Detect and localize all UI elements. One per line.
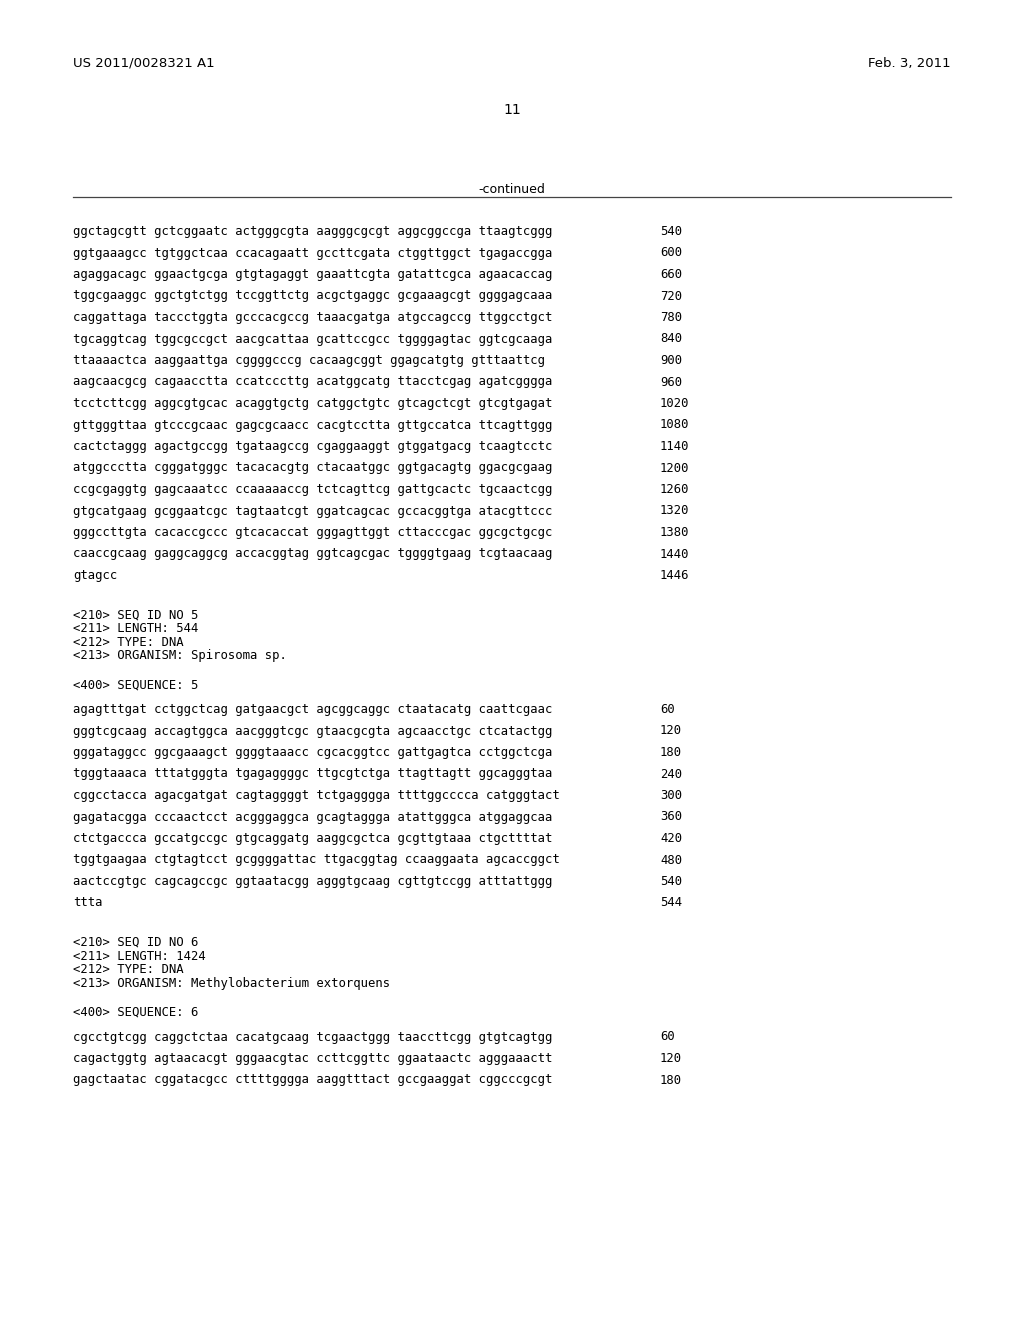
Text: ttaaaactca aaggaattga cggggcccg cacaagcggt ggagcatgtg gtttaattcg: ttaaaactca aaggaattga cggggcccg cacaagcg… [73, 354, 545, 367]
Text: 420: 420 [660, 832, 682, 845]
Text: 1446: 1446 [660, 569, 689, 582]
Text: 540: 540 [660, 875, 682, 888]
Text: gtgcatgaag gcggaatcgc tagtaatcgt ggatcagcac gccacggtga atacgttccc: gtgcatgaag gcggaatcgc tagtaatcgt ggatcag… [73, 504, 552, 517]
Text: 600: 600 [660, 247, 682, 260]
Text: cactctaggg agactgccgg tgataagccg cgaggaaggt gtggatgacg tcaagtcctc: cactctaggg agactgccgg tgataagccg cgaggaa… [73, 440, 552, 453]
Text: 544: 544 [660, 896, 682, 909]
Text: tgcaggtcag tggcgccgct aacgcattaa gcattccgcc tggggagtac ggtcgcaaga: tgcaggtcag tggcgccgct aacgcattaa gcattcc… [73, 333, 552, 346]
Text: cagactggtg agtaacacgt gggaacgtac ccttcggttc ggaataactc agggaaactt: cagactggtg agtaacacgt gggaacgtac ccttcgg… [73, 1052, 552, 1065]
Text: 120: 120 [660, 1052, 682, 1065]
Text: US 2011/0028321 A1: US 2011/0028321 A1 [73, 57, 215, 70]
Text: tggtgaagaa ctgtagtcct gcggggattac ttgacggtag ccaaggaata agcaccggct: tggtgaagaa ctgtagtcct gcggggattac ttgacg… [73, 854, 560, 866]
Text: 300: 300 [660, 789, 682, 803]
Text: <213> ORGANISM: Spirosoma sp.: <213> ORGANISM: Spirosoma sp. [73, 649, 287, 663]
Text: ggtgaaagcc tgtggctcaa ccacagaatt gccttcgata ctggttggct tgagaccgga: ggtgaaagcc tgtggctcaa ccacagaatt gccttcg… [73, 247, 552, 260]
Text: 720: 720 [660, 289, 682, 302]
Text: 360: 360 [660, 810, 682, 824]
Text: 180: 180 [660, 746, 682, 759]
Text: <400> SEQUENCE: 6: <400> SEQUENCE: 6 [73, 1006, 199, 1019]
Text: 1440: 1440 [660, 548, 689, 561]
Text: <211> LENGTH: 544: <211> LENGTH: 544 [73, 622, 199, 635]
Text: 180: 180 [660, 1073, 682, 1086]
Text: <212> TYPE: DNA: <212> TYPE: DNA [73, 964, 183, 975]
Text: <211> LENGTH: 1424: <211> LENGTH: 1424 [73, 949, 206, 962]
Text: 1260: 1260 [660, 483, 689, 496]
Text: Feb. 3, 2011: Feb. 3, 2011 [868, 57, 951, 70]
Text: -continued: -continued [478, 183, 546, 195]
Text: 1320: 1320 [660, 504, 689, 517]
Text: gggataggcc ggcgaaagct ggggtaaacc cgcacggtcc gattgagtca cctggctcga: gggataggcc ggcgaaagct ggggtaaacc cgcacgg… [73, 746, 552, 759]
Text: gagctaatac cggatacgcc cttttgggga aaggtttact gccgaaggat cggcccgcgt: gagctaatac cggatacgcc cttttgggga aaggttt… [73, 1073, 552, 1086]
Text: 60: 60 [660, 1031, 675, 1044]
Text: gggccttgta cacaccgccc gtcacaccat gggagttggt cttacccgac ggcgctgcgc: gggccttgta cacaccgccc gtcacaccat gggagtt… [73, 525, 552, 539]
Text: 1380: 1380 [660, 525, 689, 539]
Text: 1200: 1200 [660, 462, 689, 474]
Text: caaccgcaag gaggcaggcg accacggtag ggtcagcgac tggggtgaag tcgtaacaag: caaccgcaag gaggcaggcg accacggtag ggtcagc… [73, 548, 552, 561]
Text: gtagcc: gtagcc [73, 569, 118, 582]
Text: aagcaacgcg cagaacctta ccatcccttg acatggcatg ttacctcgag agatcgggga: aagcaacgcg cagaacctta ccatcccttg acatggc… [73, 375, 552, 388]
Text: 1080: 1080 [660, 418, 689, 432]
Text: 240: 240 [660, 767, 682, 780]
Text: 960: 960 [660, 375, 682, 388]
Text: <210> SEQ ID NO 5: <210> SEQ ID NO 5 [73, 609, 199, 622]
Text: 840: 840 [660, 333, 682, 346]
Text: 60: 60 [660, 704, 675, 715]
Text: agaggacagc ggaactgcga gtgtagaggt gaaattcgta gatattcgca agaacaccag: agaggacagc ggaactgcga gtgtagaggt gaaattc… [73, 268, 552, 281]
Text: gggtcgcaag accagtggca aacgggtcgc gtaacgcgta agcaacctgc ctcatactgg: gggtcgcaag accagtggca aacgggtcgc gtaacgc… [73, 725, 552, 738]
Text: tggcgaaggc ggctgtctgg tccggttctg acgctgaggc gcgaaagcgt ggggagcaaa: tggcgaaggc ggctgtctgg tccggttctg acgctga… [73, 289, 552, 302]
Text: atggccctta cgggatgggc tacacacgtg ctacaatggc ggtgacagtg ggacgcgaag: atggccctta cgggatgggc tacacacgtg ctacaat… [73, 462, 552, 474]
Text: ggctagcgtt gctcggaatc actgggcgta aagggcgcgt aggcggccga ttaagtcggg: ggctagcgtt gctcggaatc actgggcgta aagggcg… [73, 224, 552, 238]
Text: caggattaga taccctggta gcccacgccg taaacgatga atgccagccg ttggcctgct: caggattaga taccctggta gcccacgccg taaacga… [73, 312, 552, 323]
Text: cgcctgtcgg caggctctaa cacatgcaag tcgaactggg taaccttcgg gtgtcagtgg: cgcctgtcgg caggctctaa cacatgcaag tcgaact… [73, 1031, 552, 1044]
Text: ctctgaccca gccatgccgc gtgcaggatg aaggcgctca gcgttgtaaa ctgcttttat: ctctgaccca gccatgccgc gtgcaggatg aaggcgc… [73, 832, 552, 845]
Text: 780: 780 [660, 312, 682, 323]
Text: 480: 480 [660, 854, 682, 866]
Text: <212> TYPE: DNA: <212> TYPE: DNA [73, 635, 183, 648]
Text: aactccgtgc cagcagccgc ggtaatacgg agggtgcaag cgttgtccgg atttattggg: aactccgtgc cagcagccgc ggtaatacgg agggtgc… [73, 875, 552, 888]
Text: 1140: 1140 [660, 440, 689, 453]
Text: agagtttgat cctggctcag gatgaacgct agcggcaggc ctaatacatg caattcgaac: agagtttgat cctggctcag gatgaacgct agcggca… [73, 704, 552, 715]
Text: gttgggttaa gtcccgcaac gagcgcaacc cacgtcctta gttgccatca ttcagttggg: gttgggttaa gtcccgcaac gagcgcaacc cacgtcc… [73, 418, 552, 432]
Text: tgggtaaaca tttatgggta tgagaggggc ttgcgtctga ttagttagtt ggcagggtaa: tgggtaaaca tttatgggta tgagaggggc ttgcgtc… [73, 767, 552, 780]
Text: cggcctacca agacgatgat cagtaggggt tctgagggga ttttggcccca catgggtact: cggcctacca agacgatgat cagtaggggt tctgagg… [73, 789, 560, 803]
Text: 11: 11 [503, 103, 521, 117]
Text: tcctcttcgg aggcgtgcac acaggtgctg catggctgtc gtcagctcgt gtcgtgagat: tcctcttcgg aggcgtgcac acaggtgctg catggct… [73, 397, 552, 411]
Text: 1020: 1020 [660, 397, 689, 411]
Text: ccgcgaggtg gagcaaatcc ccaaaaaccg tctcagttcg gattgcactc tgcaactcgg: ccgcgaggtg gagcaaatcc ccaaaaaccg tctcagt… [73, 483, 552, 496]
Text: 120: 120 [660, 725, 682, 738]
Text: 540: 540 [660, 224, 682, 238]
Text: <213> ORGANISM: Methylobacterium extorquens: <213> ORGANISM: Methylobacterium extorqu… [73, 977, 390, 990]
Text: <210> SEQ ID NO 6: <210> SEQ ID NO 6 [73, 936, 199, 949]
Text: <400> SEQUENCE: 5: <400> SEQUENCE: 5 [73, 678, 199, 692]
Text: gagatacgga cccaactcct acgggaggca gcagtaggga atattgggca atggaggcaa: gagatacgga cccaactcct acgggaggca gcagtag… [73, 810, 552, 824]
Text: 900: 900 [660, 354, 682, 367]
Text: ttta: ttta [73, 896, 102, 909]
Text: 660: 660 [660, 268, 682, 281]
